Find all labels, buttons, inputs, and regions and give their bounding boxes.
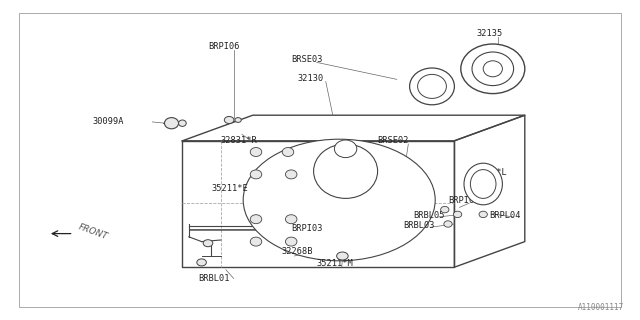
Text: BRPI05: BRPI05 [448, 196, 479, 204]
Text: BRBL01: BRBL01 [198, 274, 230, 283]
Text: BRSE02: BRSE02 [378, 136, 409, 145]
Ellipse shape [250, 237, 262, 246]
Text: BRPL04: BRPL04 [490, 211, 521, 220]
Ellipse shape [464, 163, 502, 205]
Ellipse shape [444, 221, 452, 227]
Ellipse shape [285, 170, 297, 179]
Text: BRPI06: BRPI06 [208, 42, 239, 51]
Ellipse shape [410, 68, 454, 105]
Ellipse shape [179, 120, 186, 126]
Ellipse shape [243, 139, 435, 261]
Text: 32831*L: 32831*L [470, 168, 507, 177]
Ellipse shape [225, 116, 234, 124]
Ellipse shape [470, 170, 496, 198]
Text: 35211*M: 35211*M [317, 260, 353, 268]
Ellipse shape [204, 240, 212, 247]
Text: BRSE03: BRSE03 [291, 55, 323, 64]
Text: 32268B: 32268B [282, 247, 313, 256]
Ellipse shape [164, 118, 179, 129]
Ellipse shape [285, 237, 297, 246]
Ellipse shape [335, 140, 357, 158]
Ellipse shape [285, 215, 297, 224]
Ellipse shape [479, 211, 488, 218]
Ellipse shape [250, 215, 262, 224]
Text: 32130: 32130 [298, 74, 324, 83]
Text: 32831*R: 32831*R [221, 136, 257, 145]
Text: 30099A: 30099A [93, 117, 124, 126]
Text: A110001117: A110001117 [578, 303, 624, 312]
Ellipse shape [250, 170, 262, 179]
Ellipse shape [461, 44, 525, 93]
Ellipse shape [472, 52, 514, 86]
Ellipse shape [453, 211, 462, 218]
Ellipse shape [282, 148, 294, 156]
Ellipse shape [337, 252, 348, 260]
Ellipse shape [197, 259, 206, 266]
Text: BRPI03: BRPI03 [291, 224, 323, 233]
Text: 35211*E: 35211*E [211, 184, 248, 193]
Text: BRBL03: BRBL03 [403, 221, 435, 230]
Text: 32135: 32135 [477, 29, 503, 38]
Ellipse shape [440, 206, 449, 213]
Text: FRONT: FRONT [77, 222, 109, 242]
Ellipse shape [314, 144, 378, 198]
Ellipse shape [235, 118, 241, 123]
Ellipse shape [483, 61, 502, 77]
Ellipse shape [418, 75, 447, 99]
Text: BRBL05: BRBL05 [413, 211, 444, 220]
Ellipse shape [250, 148, 262, 156]
